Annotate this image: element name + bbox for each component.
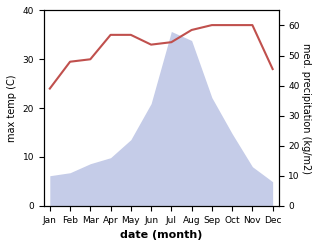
Y-axis label: med. precipitation (kg/m2): med. precipitation (kg/m2) xyxy=(301,43,311,174)
Y-axis label: max temp (C): max temp (C) xyxy=(7,74,17,142)
X-axis label: date (month): date (month) xyxy=(120,230,203,240)
